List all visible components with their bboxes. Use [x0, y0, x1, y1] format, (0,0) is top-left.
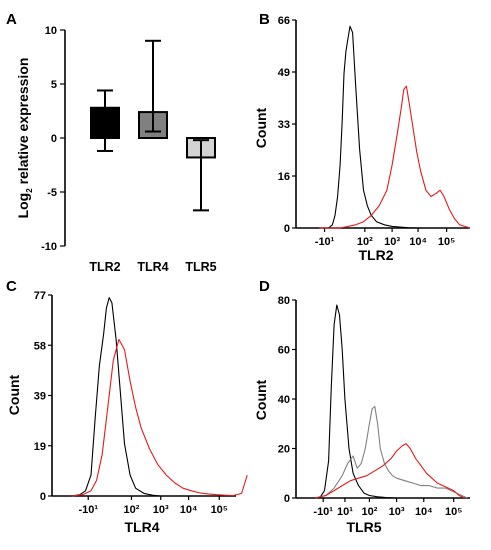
panel-c-y-tick-label: 39 — [34, 391, 46, 403]
panel-b-histogram-series-1 — [319, 25, 429, 229]
category-label-tlr2: TLR2 — [89, 260, 120, 274]
panel-c-x-axis-title: TLR4 — [125, 519, 160, 535]
histogram-panel-d: Count TLR5 0 20 40 60 80 -10¹ 10¹ 10² 10³ 10⁴ 10⁵ — [253, 295, 470, 535]
panel-c-x-tick-label: 10² — [124, 504, 140, 516]
panel-b-y-axis-title: Count — [253, 107, 269, 148]
histogram-panel-c: Count TLR4 0 19 39 58 77 -10¹ 10² 10³ 10⁴ 10⁵ — [6, 290, 248, 535]
panel-c-x-tick-label: 10³ — [153, 504, 169, 516]
panel-b-x-axis-title: TLR2 — [359, 247, 394, 263]
category-label-tlr5: TLR5 — [185, 260, 216, 274]
panel-d-x-tick-label: 10⁴ — [415, 506, 433, 518]
panel-a-y-tick-label: -5 — [47, 187, 57, 199]
panel-b-y-tick-label: 16 — [278, 171, 290, 183]
panel-a-y-tick-label: 5 — [51, 79, 57, 91]
panel-d-x-tick-label: 10¹ — [337, 506, 353, 518]
panel-b-x-tick-label: -10¹ — [315, 236, 335, 248]
panel-b-x-tick-label: 10³ — [384, 236, 400, 248]
panel-d-x-axis-title: TLR5 — [347, 519, 382, 535]
panel-c-y-tick-label: 19 — [34, 441, 46, 453]
panel-d-x-tick-label: 10⁵ — [445, 506, 462, 518]
panel-d-y-tick-label: 60 — [278, 345, 290, 357]
panel-c-y-tick-label: 58 — [34, 340, 46, 352]
panel-a-y-tick-label: -10 — [41, 241, 57, 253]
panel-b-y-tick-label: 33 — [278, 119, 290, 131]
bar-chart-panel-a: Log2 relative expression 10 5 0 -5 -10 TLR2 T… — [15, 25, 217, 274]
panel-letter-d: D — [259, 278, 270, 295]
panel-d-histogram-series-3 — [314, 443, 465, 499]
panel-b-histogram-series-2 — [319, 85, 471, 229]
panel-b-y-tick-label: 0 — [284, 223, 290, 235]
panel-d-y-axis-title: Count — [253, 379, 269, 420]
panel-b-y-tick-label: 49 — [278, 67, 290, 79]
panel-d-x-tick-label: 10² — [361, 506, 377, 518]
panel-d-x-tick-label: -10¹ — [313, 506, 333, 518]
panel-c-y-tick-label: 0 — [40, 491, 46, 503]
histogram-panel-b: Count TLR2 0 16 33 49 66 -10¹ 10² 10³ 10⁴ 10⁵ — [253, 15, 471, 263]
panel-c-x-tick-label: 10⁴ — [180, 504, 198, 516]
panel-d-y-tick-label: 40 — [278, 394, 290, 406]
panel-d-x-tick-label: 10³ — [389, 506, 405, 518]
panel-letter-c: C — [6, 278, 17, 295]
panel-c-y-tick-label: 77 — [34, 290, 46, 302]
panel-d-histogram-series-1 — [314, 304, 397, 499]
panel-d-histogram-series-2 — [314, 405, 468, 499]
panel-d-y-tick-label: 20 — [278, 444, 290, 456]
panel-a-y-tick-label: 10 — [45, 25, 57, 37]
panel-b-x-tick-label: 10⁴ — [409, 236, 427, 248]
panel-b-x-tick-label: 10² — [357, 236, 373, 248]
panel-d-y-tick-label: 80 — [278, 295, 290, 307]
panel-b-x-tick-label: 10⁵ — [438, 236, 455, 248]
category-label-tlr4: TLR4 — [137, 260, 168, 274]
panel-c-x-tick-label: 10⁵ — [211, 504, 228, 516]
panel-c-histogram-series-2 — [71, 338, 248, 497]
panel-d-y-tick-label: 0 — [284, 493, 290, 505]
panel-c-histogram-series-1 — [71, 297, 161, 497]
panel-c-y-axis-title: Count — [6, 374, 22, 415]
panel-a-y-tick-label: 0 — [51, 133, 57, 145]
panel-a-y-axis-title: Log2 relative expression — [15, 58, 34, 219]
panel-letter-a: A — [6, 11, 17, 28]
panel-letter-b: B — [259, 11, 270, 28]
panel-c-x-tick-label: -10¹ — [78, 504, 98, 516]
panel-b-y-tick-label: 66 — [278, 15, 290, 27]
